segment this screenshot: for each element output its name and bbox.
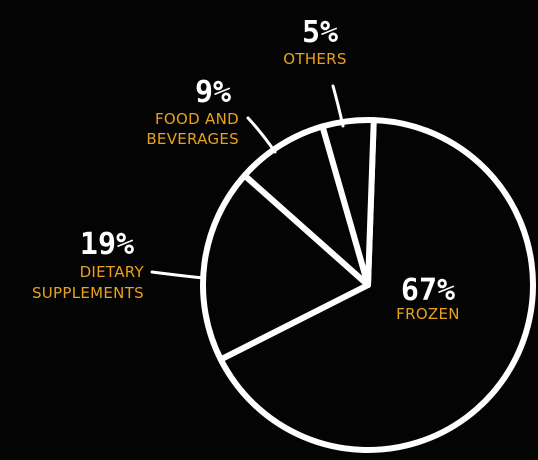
dietary-supplements-label-line-1: DIETARY: [80, 263, 145, 281]
others-slice: [319, 117, 377, 288]
others-percent: 5%: [302, 15, 338, 50]
dietary-supplements-slice: [200, 172, 371, 363]
pie-slices: [200, 117, 536, 453]
dietary-supplements-percent: 19%: [80, 227, 134, 262]
leader-lines: [150, 84, 345, 280]
dietary-supplements-label-line-2: SUPPLEMENTS: [32, 284, 144, 302]
food-beverages-percent: 9%: [195, 75, 231, 110]
food-beverages-label-line-2: BEVERAGES: [146, 130, 239, 148]
frozen-label: FROZEN: [396, 305, 460, 323]
dietary-supplements-leader: [150, 270, 205, 280]
others-label: OTHERS: [283, 50, 346, 68]
food-beverages-leader: [246, 116, 277, 154]
frozen-percent: 67%: [401, 273, 455, 308]
food-beverages-label-line-1: FOOD AND: [155, 110, 239, 128]
frozen-slice: [217, 117, 536, 453]
others-leader: [331, 84, 345, 128]
